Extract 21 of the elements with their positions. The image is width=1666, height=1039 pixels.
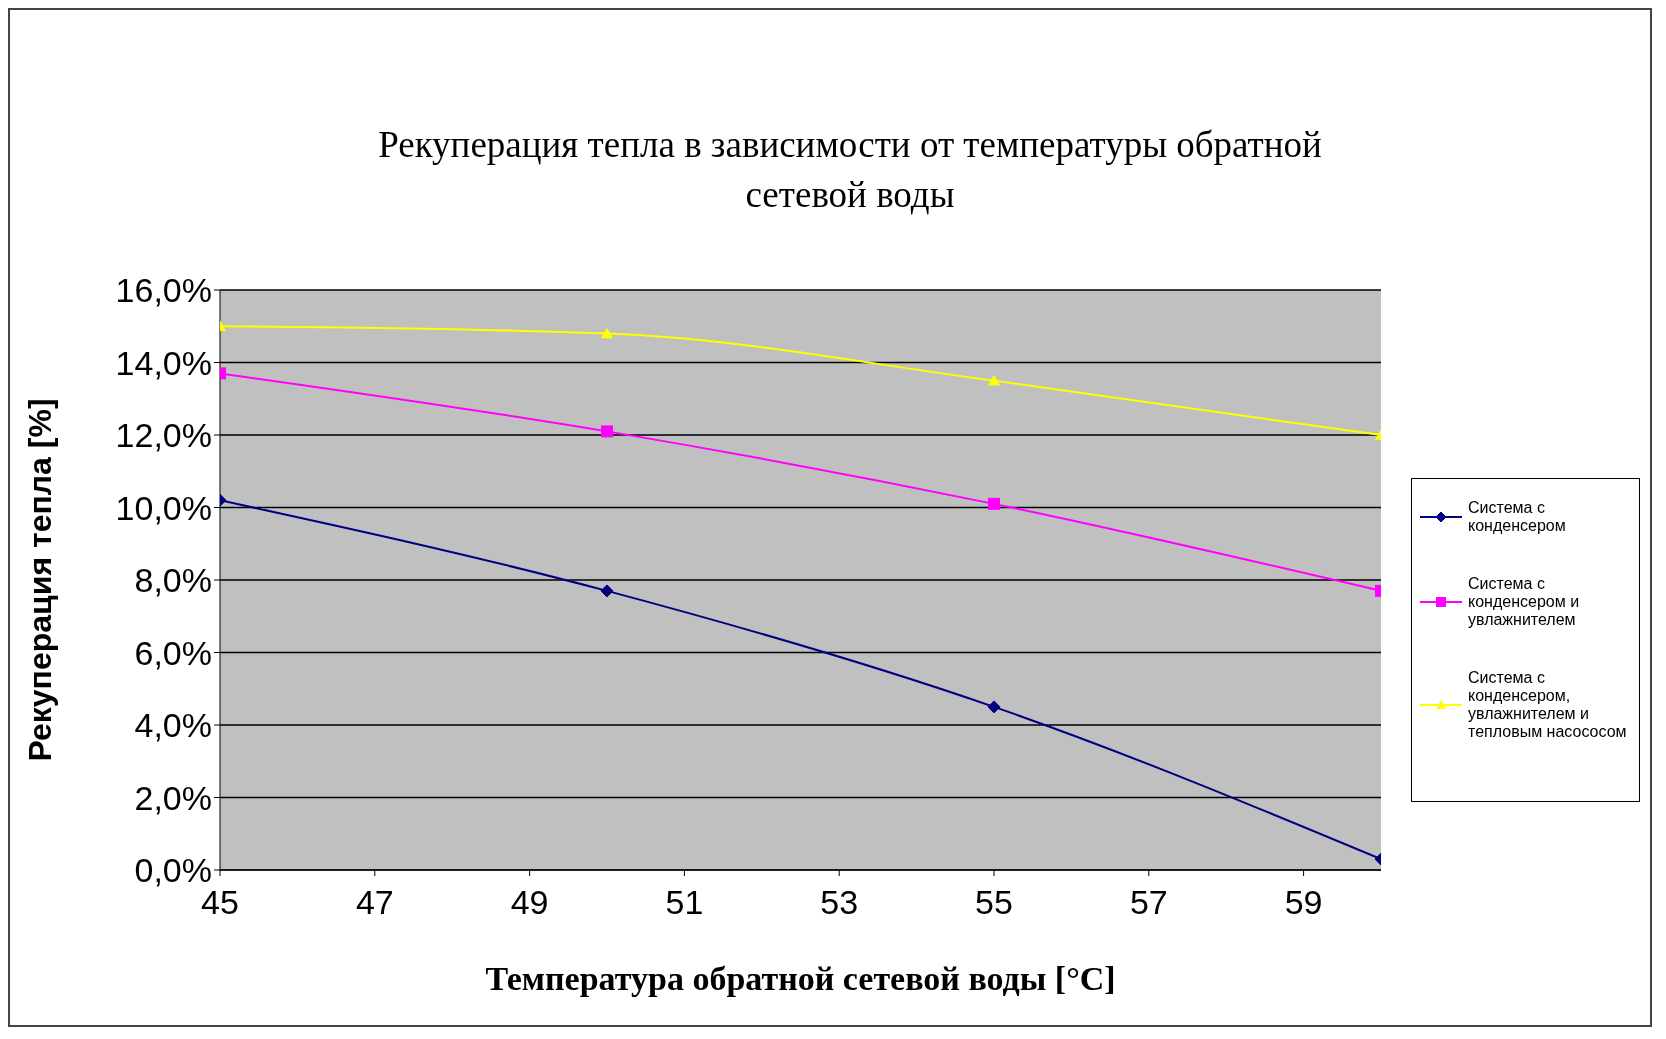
y-tick-label: 8,0% — [134, 561, 212, 600]
y-tick-label: 14,0% — [115, 343, 212, 382]
x-axis-title: Температура обратной сетевой воды [°C] — [485, 960, 1116, 997]
y-tick-label: 10,0% — [115, 488, 212, 527]
x-tick-label: 55 — [975, 883, 1013, 922]
legend-label: Система с конденсером и увлажнителем — [1468, 575, 1581, 629]
chart-title: Рекуперация тепла в зависимости от температуры обратной сетевой воды — [377, 123, 1323, 217]
legend-label: Система с конденсером — [1468, 499, 1567, 535]
y-axis-title: Рекуперация тепла [%] — [22, 398, 59, 762]
x-tick-label: 57 — [1129, 883, 1168, 922]
x-tick-label: 49 — [510, 883, 549, 922]
x-tick-label: 53 — [820, 883, 859, 922]
y-tick-label: 6,0% — [134, 633, 212, 672]
legend-label: Система с конденсером, увлажнителем и тепловым насососом — [1468, 669, 1628, 741]
x-tick-label: 47 — [355, 883, 394, 922]
x-tick-label: 59 — [1284, 883, 1323, 922]
y-tick-label: 2,0% — [134, 778, 212, 817]
y-tick-label: 4,0% — [134, 706, 212, 745]
y-tick-label: 12,0% — [115, 416, 212, 455]
y-tick-label: 16,0% — [115, 271, 212, 310]
x-tick-label: 51 — [665, 883, 704, 922]
